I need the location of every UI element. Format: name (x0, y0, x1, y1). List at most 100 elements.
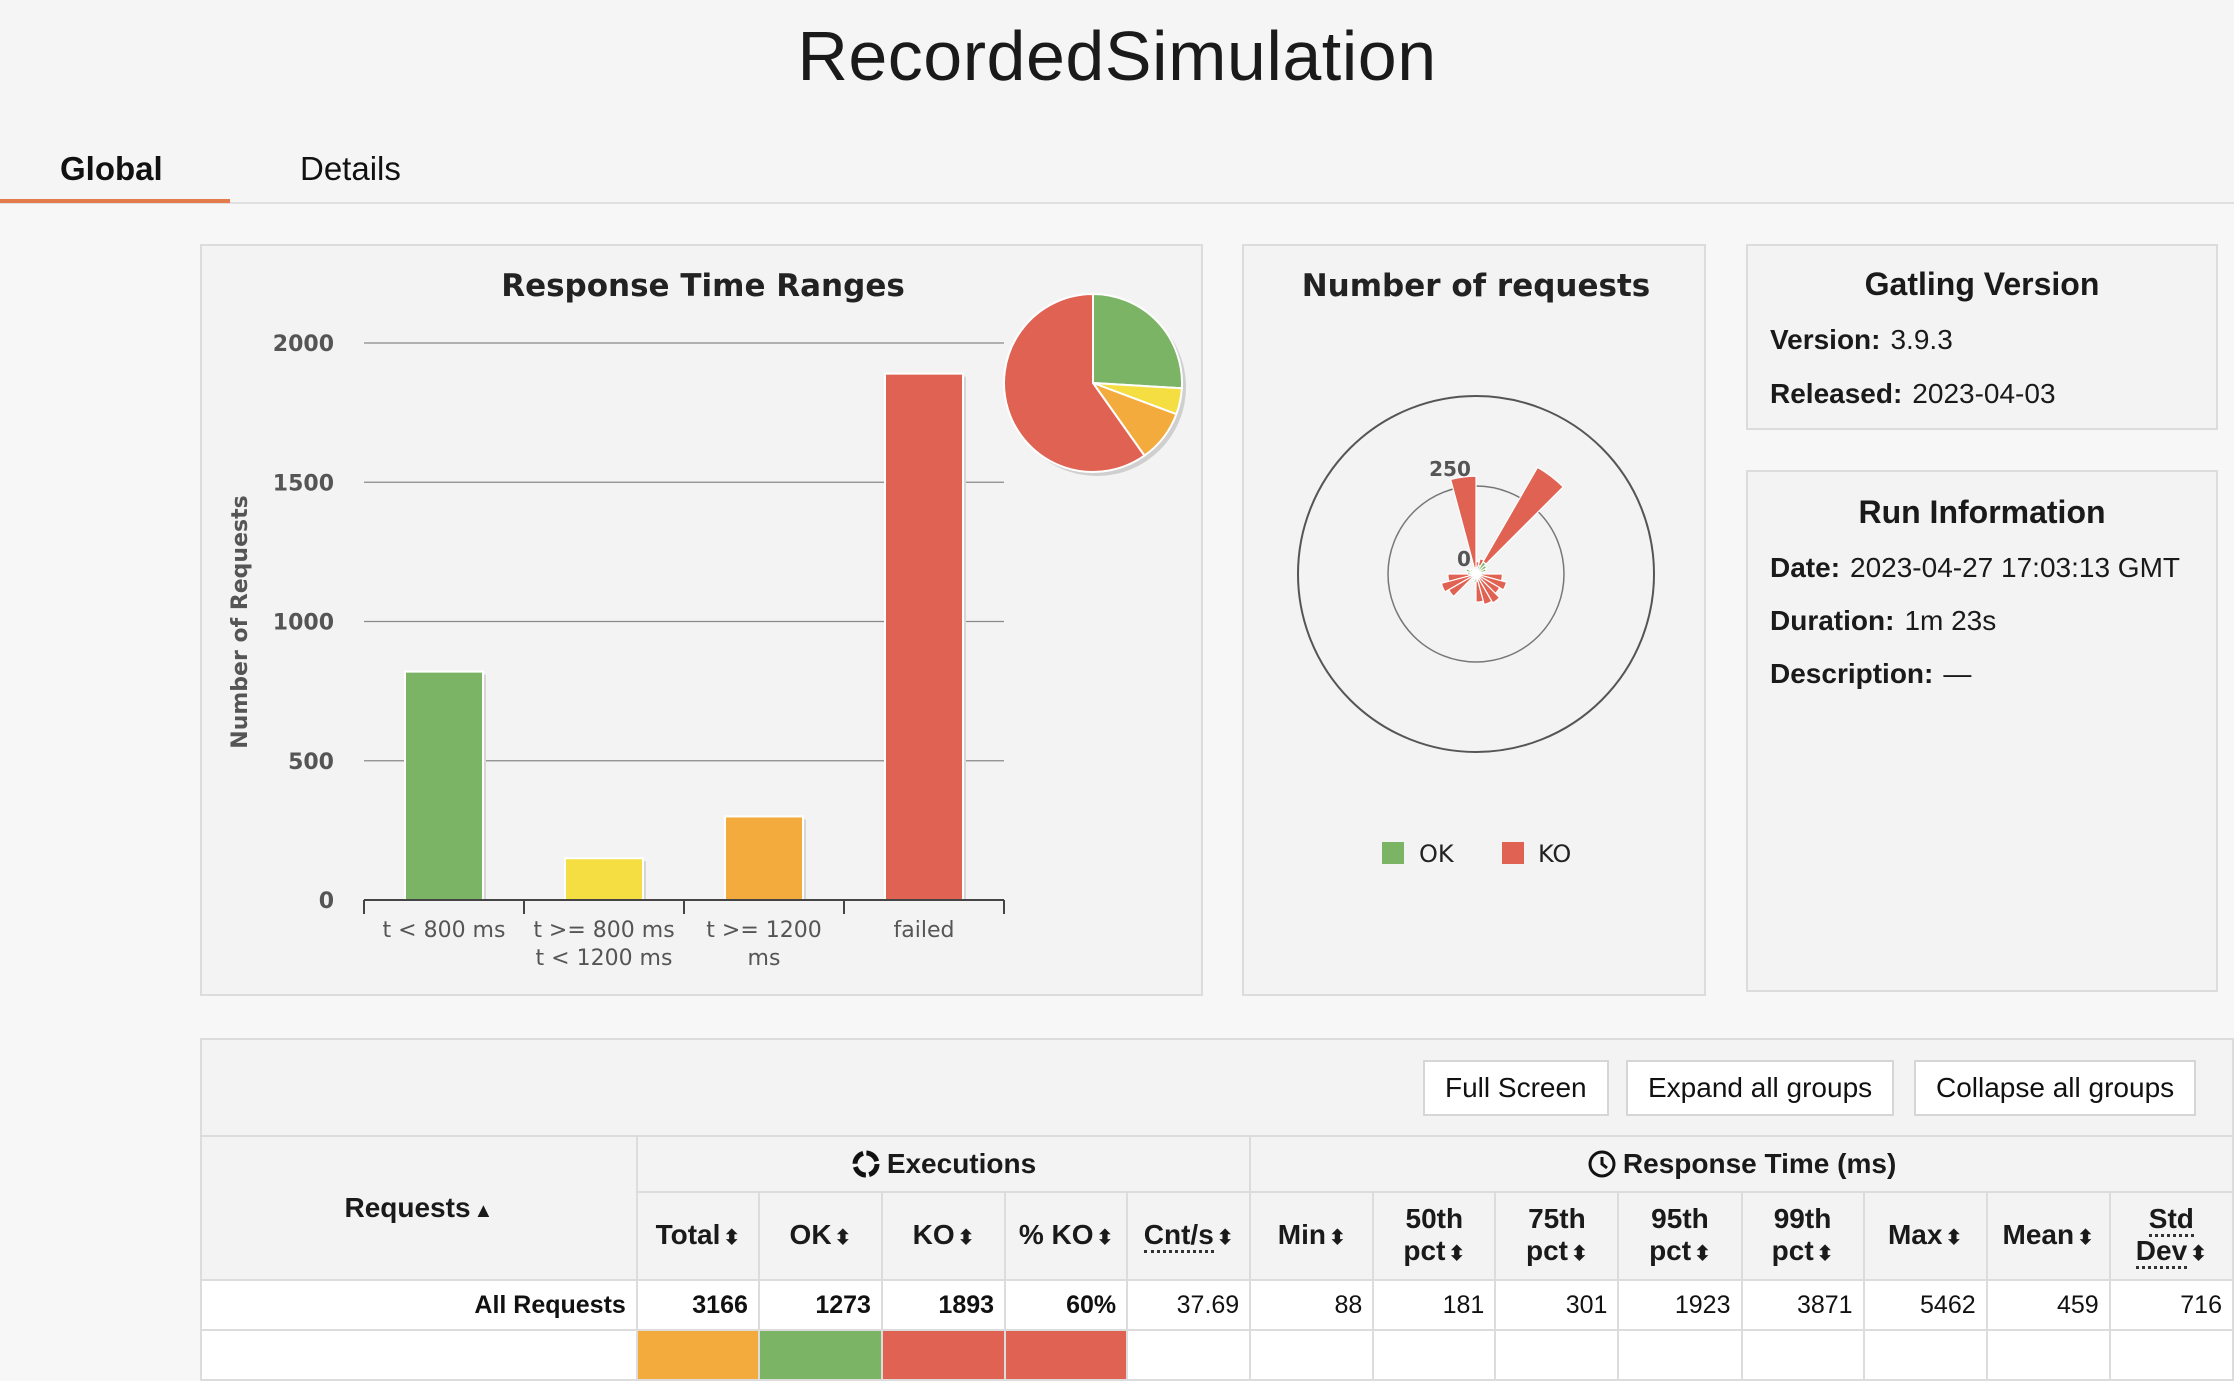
table-row[interactable]: All Requests 3166 1273 1893 60% 37.69 88… (200, 1279, 2234, 1331)
collapse-all-groups-button[interactable]: Collapse all groups (1914, 1060, 2197, 1116)
number-of-requests-panel: Number of requests 250 0 OK KO (1242, 244, 1706, 996)
sort-icon: ⬍ (1571, 1242, 1588, 1265)
x-tick-label: t < 1200 ms (536, 946, 673, 971)
legend-ko-label[interactable]: KO (1538, 840, 1571, 868)
requests-header[interactable]: Requests ▲ (200, 1135, 638, 1281)
polar-sector[interactable] (1475, 567, 1487, 575)
legend: OK KO (1382, 840, 1571, 868)
cell-max: 5462 (1862, 1279, 1988, 1331)
cell-pct-ko: 60% (1004, 1279, 1129, 1331)
cell-mean: 459 (1985, 1279, 2111, 1331)
sort-icon: ⬍ (834, 1226, 852, 1249)
bar[interactable] (404, 670, 484, 901)
cell-total: 3166 (635, 1279, 760, 1331)
released-value: 2023-04-03 (1912, 378, 2056, 409)
report-header: RecordedSimulation Global Details (0, 0, 2234, 204)
polar-sector[interactable] (1482, 466, 1564, 565)
duration-label: Duration: (1770, 605, 1895, 636)
cell-ok: 1273 (757, 1279, 883, 1331)
col-min[interactable]: Min ⬍ (1249, 1191, 1375, 1281)
date-label: Date: (1770, 552, 1841, 583)
polar-sector[interactable] (1476, 575, 1501, 604)
run-information-panel: Run Information Date: 2023-04-27 17:03:13… (1746, 470, 2218, 992)
cell-50th-pct: 181 (1372, 1279, 1497, 1331)
cell-min: 88 (1249, 1279, 1375, 1331)
tab-global[interactable]: Global (60, 150, 163, 187)
sort-icon: ⬍ (1448, 1242, 1466, 1265)
duration-value: 1m 23s (1904, 605, 1997, 636)
date-value: 2023-04-27 17:03:13 GMT (1850, 552, 2180, 583)
description-label: Description: (1770, 658, 1934, 689)
polar-sector[interactable] (1440, 574, 1474, 593)
polar-label-0: 0 (1457, 547, 1471, 571)
x-tick-label: t >= 800 ms (533, 918, 674, 943)
date-row: Date: 2023-04-27 17:03:13 GMT (1770, 552, 2180, 584)
col-pct-ko[interactable]: % KO ⬍ (1004, 1191, 1129, 1281)
pie-slice[interactable] (1092, 292, 1183, 390)
gatling-version-title: Gatling Version (1864, 266, 2100, 302)
version-row: Version: 3.9.3 (1770, 324, 1953, 356)
pie-slice[interactable] (1003, 292, 1146, 473)
x-tick-label: ms (748, 946, 781, 971)
polar-sector[interactable] (1475, 580, 1485, 603)
expand-all-groups-button[interactable]: Expand all groups (1626, 1060, 1895, 1116)
sort-icon: ⬍ (1816, 1242, 1834, 1265)
cell-ko: 1893 (880, 1279, 1007, 1331)
full-screen-button[interactable]: Full Screen (1423, 1060, 1609, 1116)
col-total[interactable]: Total ⬍ (635, 1191, 760, 1281)
sort-asc-icon: ▲ (473, 1200, 494, 1222)
legend-ko-swatch (1502, 842, 1524, 864)
tab-details[interactable]: Details (300, 150, 401, 187)
col-max[interactable]: Max ⬍ (1862, 1191, 1988, 1281)
sort-icon: ⬍ (1945, 1226, 1963, 1249)
y-tick-label: 500 (288, 750, 334, 775)
bar[interactable] (724, 815, 804, 902)
col-95th-pct[interactable]: 95th pct ⬍ (1617, 1191, 1743, 1281)
page-title: RecordedSimulation (797, 17, 1437, 95)
col-std-dev[interactable]: Std Dev ⬍ (2108, 1191, 2234, 1281)
col-99th-pct[interactable]: 99th pct ⬍ (1740, 1191, 1865, 1281)
col-50th-pct[interactable]: 50th pct ⬍ (1372, 1191, 1497, 1281)
col-ok[interactable]: OK ⬍ (757, 1191, 883, 1281)
polar-sector[interactable] (1447, 573, 1470, 583)
sort-icon: ⬍ (723, 1226, 741, 1249)
sort-icon: ⬍ (1328, 1226, 1346, 1249)
x-tick-label: t < 800 ms (383, 918, 506, 943)
polar-sector[interactable] (1476, 577, 1493, 606)
y-tick-label: 1000 (273, 611, 334, 636)
col-ko[interactable]: KO ⬍ (880, 1191, 1007, 1281)
legend-ok-label[interactable]: OK (1419, 840, 1455, 868)
legend-ok-swatch (1382, 842, 1404, 864)
statistics-table: Requests ▲ Executions Response Time (ms) … (200, 1135, 2234, 1381)
x-tick-label: failed (894, 918, 955, 943)
sort-icon: ⬍ (1216, 1226, 1234, 1249)
bar[interactable] (564, 857, 644, 901)
active-tab-indicator (0, 199, 230, 203)
cell-75th-pct: 301 (1494, 1279, 1620, 1331)
col-cnt-s[interactable]: Cnt/s ⬍ (1126, 1191, 1252, 1281)
cell-95th-pct: 1923 (1617, 1279, 1743, 1331)
bar[interactable] (884, 372, 964, 901)
response-time-ranges-chart: Response Time Ranges Number of Requests … (228, 268, 1186, 971)
x-tick-label: t >= 1200 (706, 918, 821, 943)
col-mean[interactable]: Mean ⬍ (1985, 1191, 2111, 1281)
description-row: Description: — (1770, 658, 1971, 690)
cell-std-dev: 716 (2108, 1279, 2234, 1331)
description-value: — (1943, 658, 1972, 689)
y-tick-label: 2000 (273, 332, 334, 357)
polar-label-250: 250 (1429, 457, 1471, 481)
run-information-title: Run Information (1858, 494, 2106, 530)
executions-header: Executions (635, 1135, 1252, 1193)
polar-sector[interactable] (1478, 574, 1508, 591)
chart-title: Response Time Ranges (501, 268, 905, 304)
cell-99th-pct: 3871 (1740, 1279, 1865, 1331)
executions-icon (852, 1150, 880, 1178)
col-75th-pct[interactable]: 75th pct ⬍ (1494, 1191, 1620, 1281)
response-time-header-label: Response Time (ms) (1622, 1148, 1897, 1179)
polar-sector[interactable] (1449, 475, 1477, 569)
sort-icon: ⬍ (1694, 1242, 1711, 1265)
gatling-version-panel: Gatling Version Version: 3.9.3 Released: 2… (1746, 244, 2218, 430)
sort-icon: ⬍ (957, 1226, 975, 1249)
request-name[interactable]: All Requests (200, 1279, 638, 1331)
released-label: Released: (1770, 378, 1903, 409)
